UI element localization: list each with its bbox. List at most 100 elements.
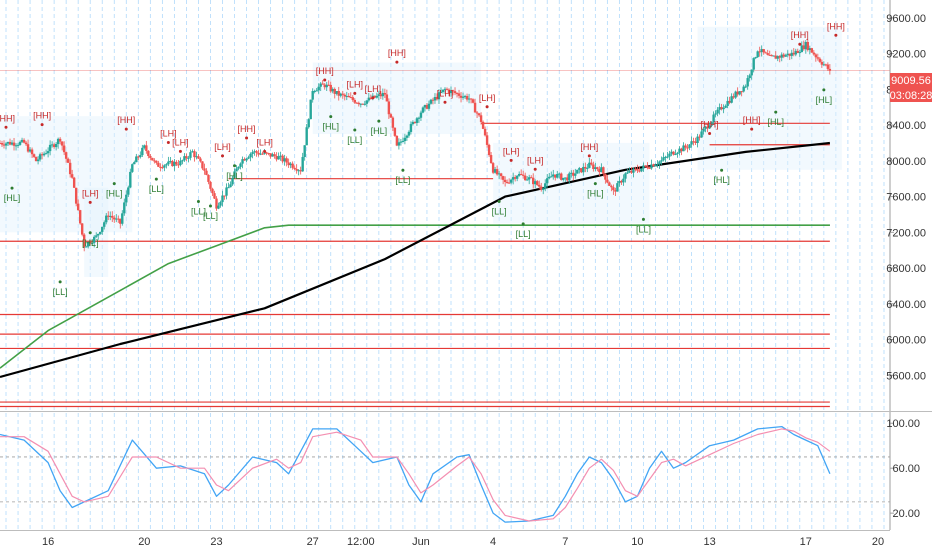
candle-body [167,161,170,165]
line-layer [0,70,890,408]
candle-body [199,158,202,162]
candle-body [315,90,318,92]
candle-body [451,90,455,92]
candle-body [72,177,76,188]
candle-body [70,174,74,178]
candle-body [20,139,24,142]
candle-body [111,215,114,218]
candle-body [119,218,122,224]
candle-body [473,102,477,113]
candle-body [441,89,445,92]
pivot-marker [834,33,838,37]
candle-body [287,162,290,166]
pivot-label: [HH] [33,111,51,121]
pivot-label: [LH] [214,142,231,152]
candle-body [355,102,359,104]
pivot-label: [LL] [492,207,507,217]
price-tick-label: 8400.00 [886,120,926,132]
candle-body [301,157,304,172]
candle-body [566,177,569,181]
candle-body [201,161,204,169]
candle-body [255,151,258,153]
candle-body [732,96,735,98]
pivot-marker [263,149,267,153]
candle-body [2,144,6,146]
candle-body [205,170,208,176]
price-tick-label: 7600.00 [886,192,926,204]
pivot-marker [329,115,333,119]
candle-body [784,55,787,57]
candle-body [762,49,765,53]
candle-body [688,144,691,148]
candle-body [690,141,693,145]
candle-body [183,156,186,161]
pivot-label: [LL] [347,135,362,145]
pivot-label: [HH] [580,142,598,152]
candle-body [529,177,533,179]
pivot-label: [LL] [53,287,68,297]
candle-body [157,162,160,167]
candle-body [317,86,320,91]
pivot-label: [HL] [106,189,123,199]
candle-body [12,142,16,146]
candle-body [475,112,479,114]
pivot-marker [353,91,357,95]
candle-body [672,151,675,155]
pivot-marker [208,204,212,208]
candle-body [271,154,274,157]
time-tick-label: 7 [562,536,568,548]
candle-body [103,222,106,227]
candle-body [814,54,818,58]
candle-body [283,158,286,162]
pivot-marker [521,222,525,226]
oscillator-line-blue [0,425,831,523]
candle-body [694,141,697,144]
candle-body [610,185,613,188]
candle-body [293,167,296,169]
pivot-marker [221,154,224,158]
candle-body [507,182,511,184]
candle-body [578,168,581,170]
pivot-label: [HL] [322,122,339,132]
pivot-label: [HL] [371,126,388,136]
candle-body [327,84,330,86]
candle-body [32,154,36,157]
countdown-tag [890,88,932,102]
candle-body [728,100,731,103]
candle-body [295,168,298,171]
candle-body [800,45,804,53]
pivot-label: [HH] [117,115,135,125]
candle-body [556,174,559,178]
candle-body [64,152,68,159]
candle-body [790,52,793,56]
candle-body [97,233,100,236]
candle-body [44,153,48,155]
pivot-marker [822,88,826,92]
candle-body [395,135,399,146]
time-tick-label: 13 [703,536,715,548]
candle-body [305,127,308,146]
price-tick-label: 5600.00 [886,370,926,382]
candle-body [213,193,216,199]
candle-body [622,178,625,183]
candle-body [766,53,769,55]
pivot-marker [233,164,237,168]
candle-body [443,88,447,90]
candle-body [233,171,236,178]
pivot-marker [112,182,116,186]
pivot-marker [178,149,182,153]
candle-body [572,172,575,176]
pivot-marker [88,231,92,235]
pivot-label: [LH] [172,137,189,147]
candle-body [16,144,20,146]
candle-body [425,105,429,109]
candle-body [245,158,248,161]
candle-body [349,97,352,99]
candle-body [89,241,92,244]
candle-body [744,86,747,88]
pivot-label: [LH] [256,137,273,147]
candle-body [211,188,214,194]
pivot-label: [LL] [636,224,651,234]
candle-body [40,154,44,156]
candle-body [6,141,10,144]
